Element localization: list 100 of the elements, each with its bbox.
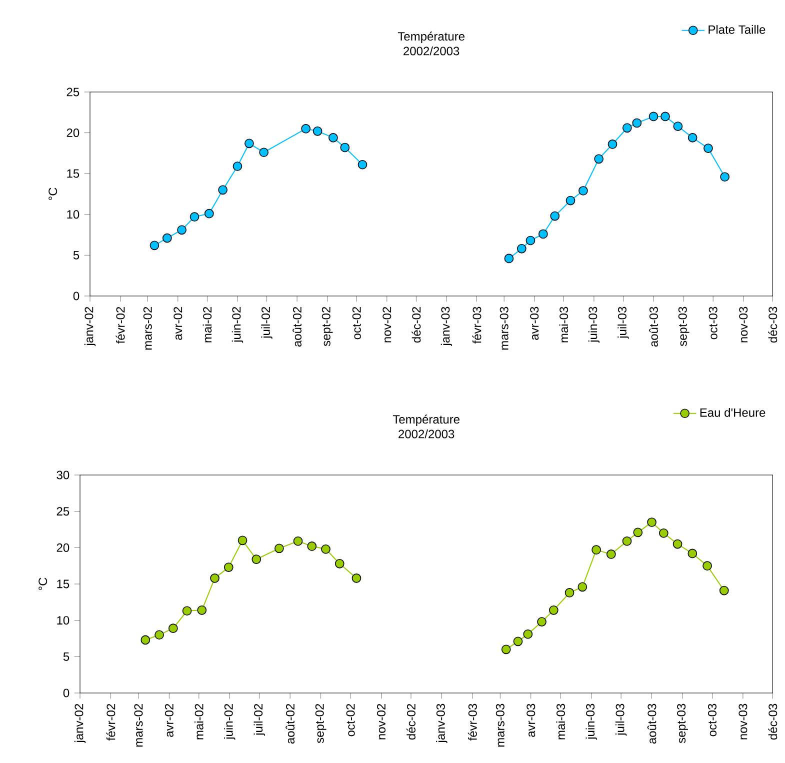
point: [513, 636, 523, 646]
point: [578, 582, 588, 592]
y-tick-label: 20: [66, 128, 80, 138]
x-tick-label: janv-02: [74, 704, 86, 744]
point: [719, 586, 729, 596]
point: [622, 123, 632, 133]
x-tick-label: févr-03: [472, 306, 482, 344]
x-tick-label: juil-02: [254, 704, 265, 736]
point: [358, 160, 368, 170]
x-tick-label: oct-02: [352, 307, 361, 340]
point: [501, 644, 511, 654]
point: [688, 548, 698, 558]
point: [190, 212, 200, 222]
point: [549, 605, 558, 615]
x-tick-label: mai-02: [202, 307, 212, 342]
point: [592, 545, 601, 555]
point: [328, 133, 338, 142]
x-tick-label: avr-03: [526, 704, 536, 737]
point: [150, 240, 160, 250]
legend-label: Eau d'Heure: [700, 408, 766, 417]
point: [608, 140, 618, 149]
chart-title: Température: [392, 414, 460, 426]
x-tick-label: janv-02: [84, 307, 96, 346]
y-tick-label: 15: [57, 580, 70, 588]
x-tick-label: sept-02: [315, 704, 326, 744]
x-tick-label: déc-02: [412, 307, 421, 343]
x-tick-label: sept-03: [677, 704, 688, 744]
x-tick-label: mai-03: [556, 704, 566, 740]
point: [578, 186, 588, 196]
point: [537, 617, 546, 626]
point: [632, 118, 642, 128]
x-tick-label: févr-03: [468, 704, 477, 741]
point: [334, 558, 344, 568]
x-tick-label: juin-02: [224, 704, 236, 740]
point: [659, 528, 668, 538]
y-axis-title: °C: [38, 578, 48, 590]
point: [274, 544, 284, 554]
x-tick-label: févr-02: [116, 307, 125, 344]
x-tick-label: août-02: [292, 307, 302, 347]
x-tick-label: juil-02: [261, 307, 272, 339]
point: [647, 518, 656, 527]
point: [523, 629, 533, 639]
point: [182, 606, 192, 616]
point: [673, 122, 683, 131]
point: [162, 233, 172, 243]
y-tick-label: 10: [57, 616, 70, 625]
point: [702, 561, 712, 570]
y-tick-label: 5: [73, 251, 80, 260]
point: [340, 142, 350, 152]
x-tick-label: mai-02: [194, 704, 204, 740]
point: [301, 124, 311, 134]
chart-title: Température: [398, 32, 464, 43]
y-tick-label: 25: [56, 507, 70, 516]
point: [720, 172, 730, 182]
point: [622, 536, 632, 546]
point: [307, 542, 317, 551]
point: [154, 630, 164, 640]
x-tick-label: nov-03: [738, 704, 748, 740]
x-tick-label: mai-03: [559, 306, 568, 342]
point: [238, 536, 248, 546]
point: [566, 196, 576, 206]
point: [168, 624, 178, 633]
x-tick-label: nov-03: [739, 306, 748, 342]
chart-subtitle: 2002/2003: [404, 46, 460, 56]
point: [218, 185, 228, 195]
point: [321, 544, 330, 554]
x-tick-label: août-03: [649, 306, 658, 347]
point: [526, 236, 536, 246]
point: [660, 112, 670, 122]
point: [312, 126, 322, 136]
point: [688, 133, 698, 142]
y-tick-label: 0: [63, 688, 70, 698]
x-tick-label: mars-02: [134, 704, 143, 747]
point: [594, 154, 604, 164]
x-tick-label: août-02: [286, 704, 295, 744]
y-tick-label: 30: [56, 470, 70, 480]
x-tick-label: oct-03: [708, 704, 716, 736]
point: [606, 550, 616, 559]
x-tick-label: avr-02: [174, 307, 182, 340]
x-tick-label: mars-03: [496, 704, 504, 747]
x-tick-label: avr-03: [530, 306, 539, 340]
x-tick-label: août-03: [647, 704, 656, 744]
point: [197, 605, 207, 615]
point: [224, 562, 234, 572]
point: [538, 229, 548, 239]
point: [352, 574, 362, 583]
x-tick-label: déc-03: [768, 704, 778, 740]
point: [210, 574, 220, 583]
x-tick-label: sept-02: [322, 307, 333, 346]
x-tick-label: nov-02: [382, 307, 392, 342]
x-tick-label: juin-03: [586, 704, 597, 740]
point: [704, 144, 713, 153]
x-tick-label: juin-02: [232, 307, 244, 343]
legend-label: Plate Taille: [708, 25, 766, 34]
x-tick-label: janv-03: [440, 306, 452, 346]
point: [293, 536, 303, 546]
point: [259, 148, 269, 158]
x-tick-label: janv-03: [436, 704, 448, 744]
point: [140, 635, 150, 645]
x-tick-label: juil-03: [615, 704, 627, 736]
